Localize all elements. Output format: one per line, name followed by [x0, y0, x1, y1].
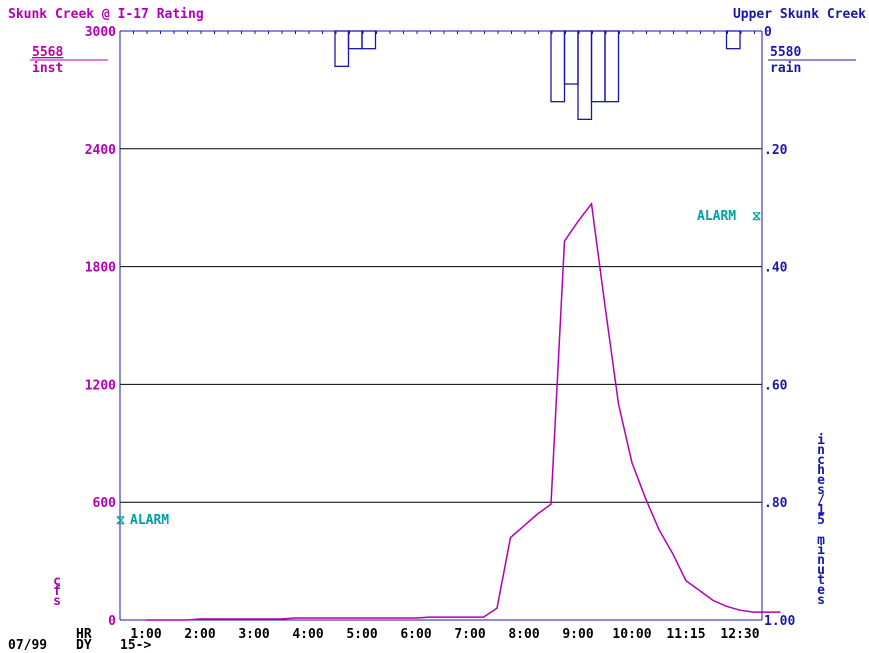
right-title: Upper Skunk Creek	[733, 7, 866, 22]
rain-series	[334, 30, 741, 120]
rain-alarm: ALARM ⧖	[697, 209, 761, 224]
left-tick-label: 3000	[85, 25, 116, 40]
flow-alarm: ⧖ ALARM	[116, 513, 169, 528]
unit-glyph: 1	[817, 503, 825, 518]
unit-glyph: e	[817, 473, 825, 488]
unit-glyph: c	[53, 574, 61, 589]
x-tick-label: 8:00	[508, 627, 539, 642]
x-tick-label: 9:00	[562, 627, 593, 642]
unit-glyph: u	[817, 563, 825, 578]
unit-glyph: m	[817, 533, 825, 548]
flow-series	[146, 201, 781, 621]
rain-bar	[725, 30, 741, 50]
footer-date: 07/99	[8, 638, 47, 653]
rain-bar	[347, 30, 363, 50]
unit-glyph: s	[817, 593, 825, 608]
right-sensor-id: 5580	[770, 45, 801, 60]
unit-glyph: e	[817, 583, 825, 598]
left-tick-label: 2400	[85, 143, 116, 158]
left-tick-labels: 3000 2400 1800 1200 600 0	[85, 25, 116, 629]
rain-bar	[361, 30, 377, 50]
x-tick-labels: 1:00 2:00 3:00 4:00 5:00 6:00 7:00 8:00 9:00 10:0…	[130, 627, 759, 642]
left-title: Skunk Creek @ I-17 Rating	[8, 7, 204, 22]
footer-interval: 15->	[120, 638, 151, 653]
right-tick-label: .80	[764, 496, 788, 511]
left-tick-label: 600	[93, 496, 117, 511]
flow-alarm-label: ALARM	[130, 513, 169, 528]
x-tick-label: 4:00	[292, 627, 323, 642]
right-tick-labels: 0 .20 .40 .60 .80 1.00	[764, 25, 795, 629]
x-tick-label: 10:00	[612, 627, 651, 642]
unit-glyph: h	[817, 463, 825, 478]
left-tick-label: 1200	[85, 378, 116, 393]
unit-glyph: n	[817, 443, 825, 458]
left-sensor-type: inst	[32, 61, 63, 76]
x-tick-label: 6:00	[400, 627, 431, 642]
rain-bar	[577, 30, 593, 120]
footer-dy-label: DY	[76, 638, 92, 653]
x-tick-label: 2:00	[184, 627, 215, 642]
right-tick-label: .60	[764, 378, 788, 393]
rain-bar	[563, 30, 579, 85]
right-sensor-type: rain	[770, 61, 801, 76]
flow-alarm-marker-icon: ⧖	[116, 513, 125, 528]
unit-glyph: i	[817, 433, 825, 448]
x-tick-label: 3:00	[238, 627, 269, 642]
unit-glyph: s	[817, 483, 825, 498]
unit-glyph: /	[817, 493, 825, 508]
right-tick-label: 1.00	[764, 614, 795, 629]
flow-line	[146, 201, 781, 621]
top-tick-marks	[119, 31, 755, 34]
unit-glyph: s	[53, 594, 61, 609]
unit-glyph: i	[817, 543, 825, 558]
right-tick-label: 0	[764, 25, 772, 40]
rain-bar	[550, 30, 566, 103]
unit-glyph: c	[817, 453, 825, 468]
left-tick-label: 1800	[85, 261, 116, 276]
unit-glyph: f	[53, 584, 61, 599]
x-tick-label: 7:00	[454, 627, 485, 642]
rain-alarm-label: ALARM	[697, 209, 736, 224]
x-tick-label: 12:30	[720, 627, 759, 642]
x-tick-label: 11:15	[666, 627, 705, 642]
unit-glyph: n	[817, 553, 825, 568]
grid-lines	[120, 148, 762, 503]
rain-bar	[604, 30, 620, 103]
left-sensor-id: 5568	[32, 45, 63, 60]
left-axis-unit-label: cfs	[53, 574, 61, 609]
unit-glyph: t	[817, 573, 825, 588]
rain-bar	[334, 30, 350, 67]
x-tick-label: 1:00	[130, 627, 161, 642]
left-tick-label: 0	[108, 614, 116, 629]
right-tick-label: .20	[764, 143, 788, 158]
unit-glyph: 5	[817, 513, 825, 528]
x-tick-label: 5:00	[346, 627, 377, 642]
footer-hr-label: HR	[76, 627, 92, 642]
rain-alarm-marker-icon: ⧖	[752, 209, 761, 224]
right-tick-label: .40	[764, 261, 788, 276]
rain-bar	[590, 30, 606, 103]
